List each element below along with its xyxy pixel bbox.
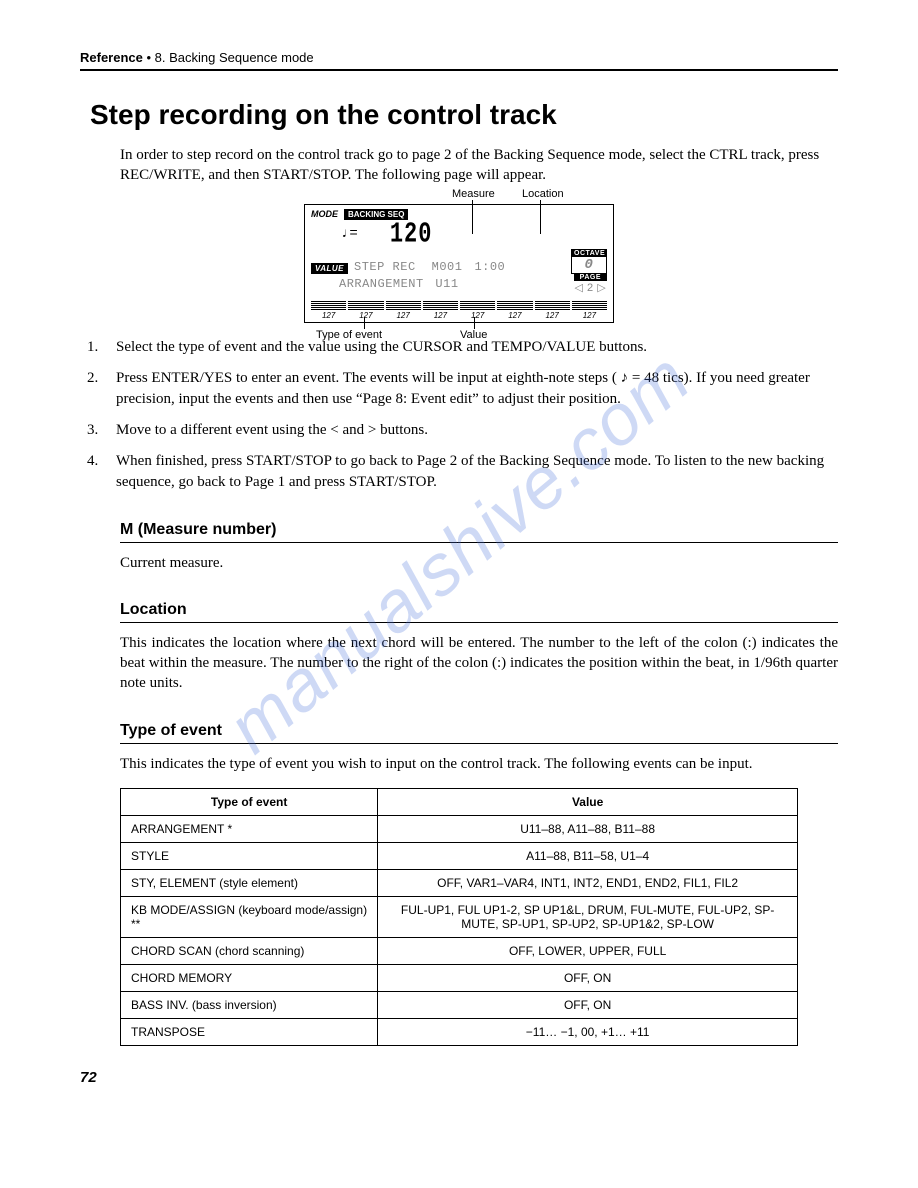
section-heading-type-of-event: Type of event bbox=[120, 722, 838, 744]
step-item: Move to a different event using the < an… bbox=[102, 420, 838, 441]
table-row: BASS INV. (bass inversion)OFF, ON bbox=[121, 991, 798, 1018]
table-cell: A11–88, B11–58, U1–4 bbox=[378, 842, 798, 869]
lcd-bar-4: 127 bbox=[460, 311, 495, 320]
section-heading-location: Location bbox=[120, 601, 838, 623]
lcd-tempo-value: 120 bbox=[390, 218, 433, 251]
lcd-line1-c: 1:00 bbox=[474, 260, 505, 274]
table-cell: OFF, LOWER, UPPER, FULL bbox=[378, 937, 798, 964]
event-table: Type of event Value ARRANGEMENT *U11–88,… bbox=[120, 788, 798, 1046]
step-item: When finished, press START/STOP to go ba… bbox=[102, 451, 838, 493]
lcd-tempo-note: ♩= bbox=[341, 226, 358, 242]
table-cell: STY, ELEMENT (style element) bbox=[121, 869, 378, 896]
section-body-location: This indicates the location where the ne… bbox=[120, 633, 838, 694]
table-cell: U11–88, A11–88, B11–88 bbox=[378, 815, 798, 842]
lcd-label-measure: Measure bbox=[452, 188, 495, 200]
section-body-type-of-event: This indicates the type of event you wis… bbox=[120, 754, 838, 774]
table-cell: FUL-UP1, FUL UP1-2, SP UP1&L, DRUM, FUL-… bbox=[378, 896, 798, 937]
header-section-bold: Reference bbox=[80, 50, 143, 65]
lcd-value-badge: VALUE bbox=[311, 263, 348, 274]
tick-location bbox=[540, 200, 541, 234]
lcd-octave-label: OCTAVE bbox=[572, 250, 606, 257]
table-header: Value bbox=[378, 788, 798, 815]
page-title: Step recording on the control track bbox=[90, 99, 838, 131]
lcd-bar-7: 127 bbox=[572, 311, 607, 320]
lcd-diagram: Measure Location MODE BACKING SEQ ♩= 120… bbox=[80, 204, 838, 323]
lcd-bar-6: 127 bbox=[535, 311, 570, 320]
tick-value bbox=[474, 317, 475, 329]
lcd-bar-2: 127 bbox=[386, 311, 421, 320]
table-header: Type of event bbox=[121, 788, 378, 815]
lcd-bar-5: 127 bbox=[497, 311, 532, 320]
tick-measure bbox=[472, 200, 473, 234]
lcd-line2-b: U11 bbox=[435, 277, 458, 291]
lcd-mode-label: MODE bbox=[311, 209, 338, 219]
section-body-measure: Current measure. bbox=[120, 553, 838, 573]
table-row: STYLEA11–88, B11–58, U1–4 bbox=[121, 842, 798, 869]
header-section-rest: • 8. Backing Sequence mode bbox=[143, 50, 314, 65]
lcd-line1-a: STEP REC bbox=[354, 260, 416, 274]
lcd-page-value: ◁ 2 ▷ bbox=[574, 281, 607, 294]
table-cell: STYLE bbox=[121, 842, 378, 869]
page-number: 72 bbox=[80, 1069, 97, 1086]
lcd-label-location: Location bbox=[522, 188, 564, 200]
lcd-bars: 127 127 127 127 127 127 127 127 bbox=[311, 300, 607, 320]
table-cell: OFF, VAR1–VAR4, INT1, INT2, END1, END2, … bbox=[378, 869, 798, 896]
table-cell: OFF, ON bbox=[378, 964, 798, 991]
table-cell: CHORD SCAN (chord scanning) bbox=[121, 937, 378, 964]
table-row: CHORD MEMORYOFF, ON bbox=[121, 964, 798, 991]
intro-paragraph: In order to step record on the control t… bbox=[120, 145, 838, 186]
lcd-bar-3: 127 bbox=[423, 311, 458, 320]
table-row: ARRANGEMENT *U11–88, A11–88, B11–88 bbox=[121, 815, 798, 842]
steps-list: Select the type of event and the value u… bbox=[102, 337, 838, 493]
table-row: CHORD SCAN (chord scanning)OFF, LOWER, U… bbox=[121, 937, 798, 964]
table-row: TRANSPOSE−11… −1, 00, +1… +11 bbox=[121, 1018, 798, 1045]
lcd-screen: MODE BACKING SEQ ♩= 120 VALUE STEP REC M… bbox=[304, 204, 614, 323]
lcd-line2-a: ARRANGEMENT bbox=[339, 277, 424, 291]
table-cell: ARRANGEMENT * bbox=[121, 815, 378, 842]
lcd-bar-0: 127 bbox=[311, 311, 346, 320]
lcd-octave-value: 0 bbox=[572, 257, 606, 273]
lcd-line1-b: M001 bbox=[432, 260, 463, 274]
tick-type-of-event bbox=[364, 317, 365, 329]
step-item: Press ENTER/YES to enter an event. The e… bbox=[102, 368, 838, 410]
table-cell: BASS INV. (bass inversion) bbox=[121, 991, 378, 1018]
table-cell: −11… −1, 00, +1… +11 bbox=[378, 1018, 798, 1045]
lcd-label-type-of-event: Type of event bbox=[316, 329, 382, 341]
page-header: Reference • 8. Backing Sequence mode bbox=[80, 50, 838, 71]
table-cell: OFF, ON bbox=[378, 991, 798, 1018]
table-row: STY, ELEMENT (style element)OFF, VAR1–VA… bbox=[121, 869, 798, 896]
table-cell: KB MODE/ASSIGN (keyboard mode/assign) ** bbox=[121, 896, 378, 937]
table-cell: TRANSPOSE bbox=[121, 1018, 378, 1045]
section-heading-measure: M (Measure number) bbox=[120, 521, 838, 543]
lcd-page-label: PAGE bbox=[574, 274, 607, 281]
lcd-bar-1: 127 bbox=[348, 311, 383, 320]
table-row: KB MODE/ASSIGN (keyboard mode/assign) **… bbox=[121, 896, 798, 937]
table-cell: CHORD MEMORY bbox=[121, 964, 378, 991]
lcd-label-value: Value bbox=[460, 329, 487, 341]
